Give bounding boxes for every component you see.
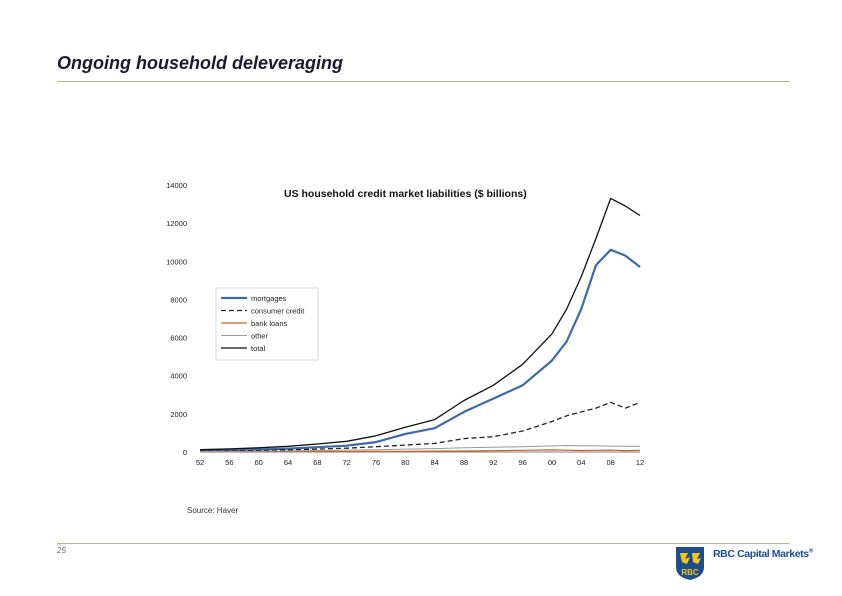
brand-name-text: RBC Capital Markets: [713, 548, 809, 560]
y-tick-label: 10000: [166, 257, 187, 266]
x-tick-label: 52: [196, 458, 204, 467]
footer-divider: [57, 543, 790, 544]
y-tick-label: 6000: [170, 334, 187, 343]
x-tick-label: 96: [518, 458, 526, 467]
legend-label: other: [251, 332, 269, 341]
chart-legend: mortgages consumer credit bank loans other t…: [215, 287, 319, 361]
source-note: Source: Haver: [187, 506, 239, 515]
series-lines: [199, 197, 641, 453]
x-tick-label: 84: [430, 458, 438, 467]
y-tick-label: 0: [183, 448, 187, 457]
legend-label: bank loans: [251, 319, 288, 328]
x-tick-label: 12: [636, 458, 644, 467]
y-tick-label: 14000: [166, 181, 187, 190]
x-tick-label: 04: [577, 458, 585, 467]
brand-name: RBC Capital Markets®: [713, 548, 813, 560]
x-tick-label: 72: [342, 458, 350, 467]
x-tick-label: 80: [401, 458, 409, 467]
series-line-consumer-credit: [199, 401, 641, 453]
x-tick-label: 60: [254, 458, 262, 467]
y-tick-label: 8000: [170, 295, 187, 304]
x-tick-label: 64: [284, 458, 292, 467]
y-tick-label: 12000: [166, 219, 187, 228]
x-axis-ticks: 52 56 60 64 68 72 76 80 84 88 92 96 00 04 08 12: [196, 458, 644, 467]
series-line-bank-loans: [199, 449, 641, 453]
series-line-other: [199, 445, 640, 453]
x-tick-label: 68: [313, 458, 321, 467]
chart-title: US household credit market liabilities (…: [284, 188, 527, 200]
series-line-mortgages: [199, 248, 641, 452]
page-number: 25: [57, 546, 66, 555]
y-tick-label: 4000: [170, 372, 187, 381]
x-tick-label: 88: [460, 458, 468, 467]
x-tick-label: 56: [225, 458, 233, 467]
rbc-shield-logo: RBC: [676, 547, 704, 580]
x-tick-label: 00: [548, 458, 556, 467]
brand-registered-mark: ®: [808, 548, 813, 555]
x-tick-label: 92: [489, 458, 497, 467]
x-tick-label: 76: [372, 458, 380, 467]
slide-title: Ongoing household deleveraging: [57, 53, 344, 73]
y-axis-ticks: 0 2000 4000 6000 8000 10000 12000 14000: [166, 181, 187, 457]
legend-label: mortgages: [251, 294, 287, 303]
logo-text: RBC: [681, 568, 699, 577]
legend-label: consumer credit: [251, 307, 305, 316]
series-line-total: [199, 197, 641, 451]
y-tick-label: 2000: [170, 410, 187, 419]
line-chart: US household credit market liabilities (…: [166, 181, 644, 467]
legend-label: total: [251, 344, 266, 353]
title-divider: [57, 81, 790, 82]
x-tick-label: 08: [606, 458, 614, 467]
